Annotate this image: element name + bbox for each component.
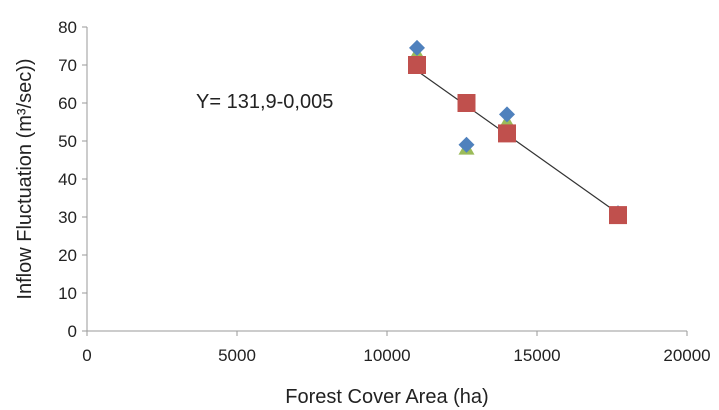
y-axis: 0 10 20 30 40 50 60 70 80: [58, 18, 88, 341]
square-point: [457, 94, 476, 112]
x-tick-label: 10000: [363, 346, 410, 365]
diamond-point: [499, 106, 515, 123]
y-tick-label: 80: [58, 18, 77, 37]
square-point: [408, 56, 426, 74]
y-tick-label: 10: [58, 284, 77, 303]
x-tick-label: 0: [82, 346, 91, 365]
diamond-point: [409, 39, 425, 56]
square-point: [498, 124, 516, 143]
x-axis: 0 5000 10000 15000 20000: [82, 330, 711, 365]
y-tick-label: 20: [58, 246, 77, 265]
square-point: [609, 206, 627, 225]
y-tick-label: 0: [68, 322, 77, 341]
diamond-point: [458, 136, 475, 153]
x-tick-label: 15000: [513, 346, 560, 365]
trendline: [416, 70, 619, 214]
y-tick-label: 50: [58, 132, 77, 151]
y-tick-label: 60: [58, 94, 77, 113]
regression-equation: Y= 131,9-0,005: [196, 91, 333, 113]
y-axis-title: Inflow Fluctuation (m³/sec)): [14, 58, 36, 299]
x-axis-title: Forest Cover Area (ha): [285, 386, 488, 408]
x-tick-label: 5000: [218, 346, 256, 365]
y-tick-label: 70: [58, 56, 77, 75]
y-tick-label: 30: [58, 208, 77, 227]
x-tick-label: 20000: [663, 346, 710, 365]
y-tick-label: 40: [58, 170, 77, 189]
